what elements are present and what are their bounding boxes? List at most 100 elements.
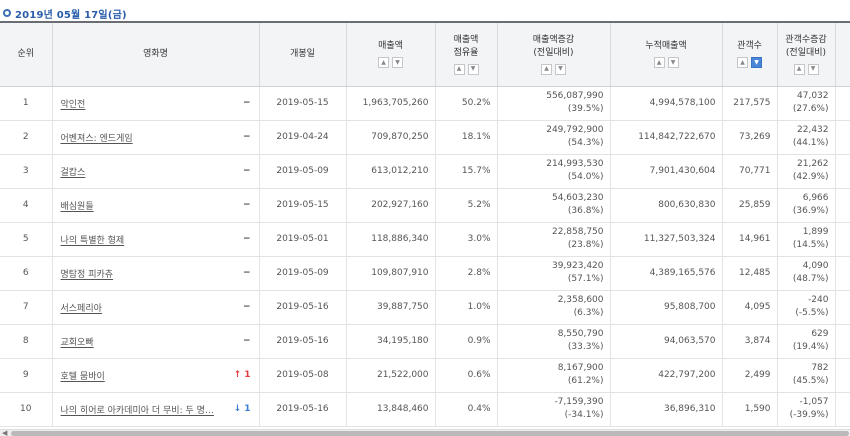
chevron-down-icon[interactable]: ▼ xyxy=(667,57,679,69)
audience-cell: 14,961 xyxy=(721,222,777,257)
rank-cell: 4 xyxy=(0,188,52,223)
audience-change-cell: 4,090 (48.7%) xyxy=(776,256,835,291)
sales-cell: 118,886,340 xyxy=(345,222,435,257)
scroll-thumb[interactable] xyxy=(11,431,849,436)
title-cell: 배심원들 − xyxy=(51,188,259,223)
cum-sales-cell: 95,808,700 xyxy=(609,290,722,325)
sales-cell: 34,195,180 xyxy=(345,324,435,359)
chevron-down-icon[interactable]: ▼ xyxy=(807,63,819,75)
share-cell: 2.8% xyxy=(434,256,497,291)
share-cell: 3.0% xyxy=(434,222,497,257)
audience-cell: 217,575 xyxy=(721,86,777,121)
col-header-overflow xyxy=(834,21,850,87)
audience-change-cell: 629 (19.4%) xyxy=(776,324,835,359)
chevron-left-icon[interactable]: ◀ xyxy=(2,429,8,436)
release-date-cell: 2019-05-16 xyxy=(258,324,346,359)
audience-cell: 4,095 xyxy=(721,290,777,325)
cum-sales-cell: 36,896,310 xyxy=(609,392,722,427)
overflow-cell xyxy=(834,86,850,121)
sales-cell: 1,963,705,260 xyxy=(345,86,435,121)
cum-sales-cell: 800,630,830 xyxy=(609,188,722,223)
movie-title-link[interactable]: 서스페리아 xyxy=(60,303,102,314)
share-cell: 50.2% xyxy=(434,86,497,121)
rank-cell: 10 xyxy=(0,392,52,427)
movie-title-link[interactable]: 명탐정 피카츄 xyxy=(60,269,114,280)
audience-cell: 2,499 xyxy=(721,358,777,393)
title-cell: 교회오빠 − xyxy=(51,324,259,359)
chevron-down-icon[interactable]: ▼ xyxy=(555,63,566,75)
chevron-down-icon[interactable]: ▼ xyxy=(751,57,762,69)
movie-title-link[interactable]: 걸캅스 xyxy=(60,167,86,178)
sales-change-cell: 39,923,420 (57.1%) xyxy=(496,256,610,291)
audience-change-cell: 22,432 (44.1%) xyxy=(776,120,835,155)
table-row: 7 서스페리아 −2019-05-16 39,887,750 1.0% 2,358,600… xyxy=(0,290,850,325)
movie-title-link[interactable]: 호텔 뭄바이 xyxy=(60,371,105,382)
cum-sales-sort: ▲ ▼ xyxy=(611,57,722,69)
overflow-cell xyxy=(834,358,850,393)
movie-title-link[interactable]: 나의 특별한 형제 xyxy=(60,235,125,246)
audience-cell: 73,269 xyxy=(721,120,777,155)
movie-title-link[interactable]: 어벤져스: 엔드게임 xyxy=(60,133,133,144)
movie-title-link[interactable]: 나의 히어로 아카데미아 더 무비: 두 명… xyxy=(60,405,214,416)
col-header-sales: 매출액 ▲ ▼ xyxy=(345,21,435,87)
table-row: 10 나의 히어로 아카데미아 더 무비: 두 명… ↓ 1 2019-05-16 13… xyxy=(0,392,850,427)
chevron-up-icon[interactable]: ▲ xyxy=(453,63,465,75)
sales-change-cell: 2,358,600 (6.3%) xyxy=(496,290,610,325)
chevron-up-icon[interactable]: ▲ xyxy=(737,57,748,69)
table-row: 9 호텔 뭄바이 ↑ 1 2019-05-08 21,522,000 0.6% 8,167,… xyxy=(0,358,850,393)
table-row: 1 악인전 −2019-05-15 1,963,705,260 50.2% 556,087… xyxy=(0,86,850,121)
boxoffice-table: 순위 영화명 개봉일 매출액 ▲ ▼ 매출액 점유율 ▲ ▼ 매출액증감 (전일대비) … xyxy=(0,21,850,427)
rank-cell: 7 xyxy=(0,290,52,325)
audience-change-cell: -1,057 (-39.9%) xyxy=(776,392,835,427)
chevron-up-icon[interactable]: ▲ xyxy=(793,63,805,75)
sales-sort: ▲ ▼ xyxy=(347,57,435,69)
overflow-cell xyxy=(834,324,850,359)
sales-change-cell: 8,550,790 (33.3%) xyxy=(496,324,610,359)
audience-cell: 3,874 xyxy=(721,324,777,359)
overflow-cell xyxy=(834,188,850,223)
chevron-down-icon[interactable]: ▼ xyxy=(392,57,403,69)
sales-cell: 21,522,000 xyxy=(345,358,435,393)
audience-change-cell: 782 (45.5%) xyxy=(776,358,835,393)
audience-change-cell: 6,966 (36.9%) xyxy=(776,188,835,223)
rank-cell: 6 xyxy=(0,256,52,291)
sales-change-cell: 249,792,900 (54.3%) xyxy=(496,120,610,155)
share-cell: 1.0% xyxy=(434,290,497,325)
table-body: 1 악인전 −2019-05-15 1,963,705,260 50.2% 556,087… xyxy=(0,86,850,427)
sales-cell: 109,807,910 xyxy=(345,256,435,291)
title-cell: 어벤져스: 엔드게임 − xyxy=(51,120,259,155)
chevron-up-icon[interactable]: ▲ xyxy=(541,63,552,75)
rank-cell: 5 xyxy=(0,222,52,257)
chevron-up-icon[interactable]: ▲ xyxy=(653,57,665,69)
col-header-sales-change: 매출액증감 (전일대비) ▲ ▼ xyxy=(496,21,610,87)
sales-cell: 613,012,210 xyxy=(345,154,435,189)
overflow-cell xyxy=(834,290,850,325)
share-cell: 0.9% xyxy=(434,324,497,359)
cum-sales-cell: 11,327,503,324 xyxy=(609,222,722,257)
chevron-down-icon[interactable]: ▼ xyxy=(467,63,479,75)
chevron-up-icon[interactable]: ▲ xyxy=(378,57,389,69)
movie-title-link[interactable]: 악인전 xyxy=(60,99,86,110)
sales-change-cell: 214,993,530 (54.0%) xyxy=(496,154,610,189)
release-date-cell: 2019-05-09 xyxy=(258,256,346,291)
table-row: 2 어벤져스: 엔드게임 −2019-04-24 709,870,250 18.1% 24… xyxy=(0,120,850,155)
table-row: 5 나의 특별한 형제 −2019-05-01 118,886,340 3.0% 22,8… xyxy=(0,222,850,257)
share-cell: 0.6% xyxy=(434,358,497,393)
sales-cell: 709,870,250 xyxy=(345,120,435,155)
rank-change-badge: − xyxy=(242,98,251,108)
col-header-share: 매출액 점유율 ▲ ▼ xyxy=(434,21,497,87)
share-cell: 5.2% xyxy=(434,188,497,223)
audience-cell: 25,859 xyxy=(721,188,777,223)
audience-cell: 70,771 xyxy=(721,154,777,189)
overflow-cell xyxy=(834,256,850,291)
horizontal-scrollbar[interactable]: ◀ xyxy=(0,429,850,436)
movie-title-link[interactable]: 배심원들 xyxy=(60,201,94,212)
sales-change-sort: ▲ ▼ xyxy=(498,63,610,75)
rank-cell: 1 xyxy=(0,86,52,121)
table-row: 8 교회오빠 −2019-05-16 34,195,180 0.9% 8,550,790(… xyxy=(0,324,850,359)
release-date-cell: 2019-05-16 xyxy=(258,392,346,427)
movie-title-link[interactable]: 교회오빠 xyxy=(60,337,94,348)
rank-cell: 3 xyxy=(0,154,52,189)
audience-cell: 12,485 xyxy=(721,256,777,291)
release-date-cell: 2019-04-24 xyxy=(258,120,346,155)
